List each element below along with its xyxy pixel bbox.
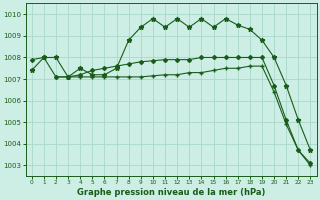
X-axis label: Graphe pression niveau de la mer (hPa): Graphe pression niveau de la mer (hPa) bbox=[77, 188, 265, 197]
